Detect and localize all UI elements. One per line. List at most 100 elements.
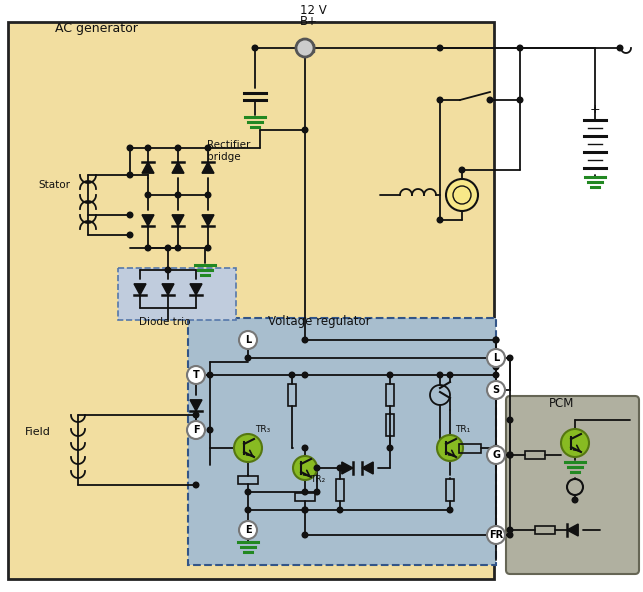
Circle shape	[193, 412, 199, 418]
Circle shape	[314, 465, 320, 471]
Bar	[525, 451, 545, 459]
Circle shape	[296, 39, 314, 57]
Circle shape	[187, 366, 205, 384]
Circle shape	[245, 507, 251, 513]
Circle shape	[252, 45, 258, 51]
Circle shape	[507, 527, 513, 533]
Bar	[188, 318, 496, 565]
Circle shape	[447, 507, 453, 513]
Circle shape	[293, 456, 317, 480]
Circle shape	[487, 381, 505, 399]
Circle shape	[493, 387, 499, 393]
Text: E: E	[245, 525, 251, 535]
Polygon shape	[162, 284, 174, 295]
Polygon shape	[134, 284, 146, 295]
Circle shape	[493, 364, 499, 370]
Circle shape	[507, 452, 513, 458]
Circle shape	[127, 172, 133, 178]
Circle shape	[175, 192, 181, 198]
Text: +: +	[590, 103, 601, 116]
Circle shape	[127, 232, 133, 238]
Text: T: T	[193, 370, 199, 380]
Text: PCM: PCM	[549, 397, 575, 410]
Polygon shape	[142, 215, 154, 226]
Bar	[386, 414, 394, 436]
Circle shape	[205, 192, 211, 198]
Text: Diode trio: Diode trio	[140, 317, 191, 327]
Circle shape	[302, 532, 308, 538]
Text: G: G	[492, 450, 500, 460]
Circle shape	[245, 355, 251, 361]
Polygon shape	[172, 215, 184, 226]
Circle shape	[493, 337, 499, 343]
Circle shape	[446, 179, 478, 211]
Circle shape	[507, 417, 513, 423]
FancyBboxPatch shape	[506, 396, 639, 574]
Polygon shape	[172, 162, 184, 173]
Text: Rectifier: Rectifier	[207, 140, 250, 150]
Circle shape	[517, 45, 523, 51]
Polygon shape	[567, 524, 578, 536]
Bar	[446, 479, 454, 501]
Text: S: S	[493, 385, 500, 395]
Circle shape	[302, 507, 308, 513]
Circle shape	[459, 167, 465, 173]
Circle shape	[337, 507, 343, 513]
Text: L: L	[493, 353, 499, 363]
Circle shape	[289, 372, 294, 378]
Text: TR₁: TR₁	[455, 425, 470, 434]
Circle shape	[617, 45, 623, 51]
Text: AC generator: AC generator	[55, 22, 138, 35]
Circle shape	[175, 245, 181, 251]
Circle shape	[493, 387, 499, 393]
Circle shape	[437, 372, 443, 378]
Circle shape	[239, 331, 257, 349]
Text: 12 V: 12 V	[300, 4, 327, 17]
Circle shape	[517, 97, 523, 103]
Circle shape	[205, 245, 211, 251]
Circle shape	[572, 497, 578, 503]
Text: bridge: bridge	[207, 152, 240, 162]
Bar	[295, 493, 315, 501]
Polygon shape	[190, 284, 202, 295]
Circle shape	[487, 446, 505, 464]
Circle shape	[193, 482, 199, 488]
Circle shape	[507, 355, 513, 361]
Circle shape	[337, 465, 343, 471]
Circle shape	[493, 452, 499, 458]
Text: TR₃: TR₃	[255, 425, 270, 434]
Circle shape	[447, 372, 453, 378]
Bar	[296, 44, 314, 52]
Text: F: F	[193, 425, 199, 435]
Circle shape	[561, 429, 589, 457]
Bar	[386, 384, 394, 406]
Circle shape	[165, 267, 171, 273]
Text: B+: B+	[300, 15, 318, 28]
Circle shape	[175, 145, 181, 151]
Circle shape	[234, 434, 262, 462]
Circle shape	[145, 245, 151, 251]
Polygon shape	[362, 462, 373, 474]
Polygon shape	[142, 162, 154, 173]
Circle shape	[302, 489, 308, 495]
Circle shape	[302, 337, 308, 343]
Bar	[8, 22, 494, 579]
Polygon shape	[342, 462, 353, 474]
Polygon shape	[202, 215, 214, 226]
Text: Stator: Stator	[38, 180, 70, 190]
Circle shape	[127, 212, 133, 218]
Circle shape	[302, 127, 308, 133]
Circle shape	[493, 532, 499, 538]
Bar	[288, 384, 296, 406]
Text: FR: FR	[489, 530, 503, 540]
Circle shape	[387, 445, 393, 451]
Bar	[118, 268, 236, 320]
Circle shape	[437, 97, 443, 103]
Circle shape	[487, 97, 493, 103]
Circle shape	[302, 445, 308, 451]
Circle shape	[302, 507, 308, 513]
Text: Field: Field	[25, 427, 51, 437]
Circle shape	[145, 192, 151, 198]
Polygon shape	[202, 162, 214, 173]
Text: L: L	[245, 335, 251, 345]
